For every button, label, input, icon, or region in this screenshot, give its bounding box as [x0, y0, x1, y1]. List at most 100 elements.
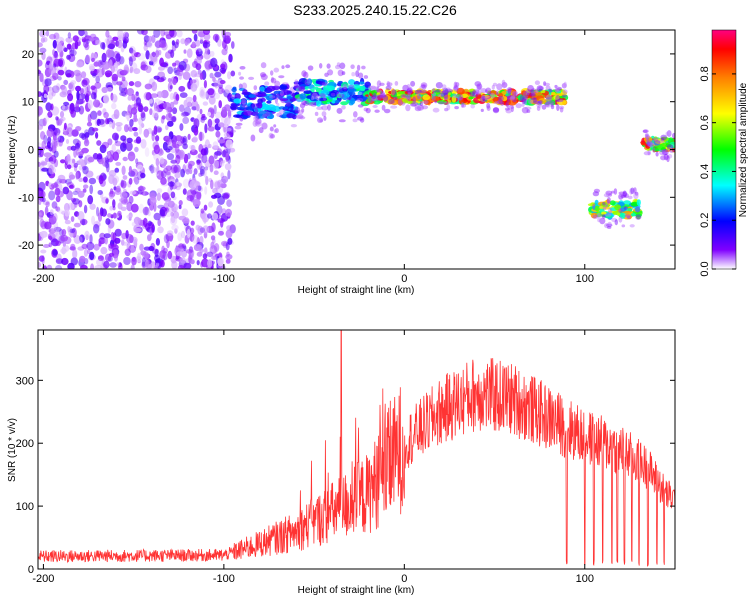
heatmap-blob-1207 — [112, 199, 116, 208]
heatmap-blob-839 — [211, 194, 217, 199]
heatmap-blob-2255 — [512, 97, 517, 103]
heatmap-blob-888 — [170, 164, 178, 174]
heatmap-blob-1284 — [203, 30, 210, 35]
heatmap-blob-1709 — [342, 91, 350, 99]
heatmap-blob-817 — [44, 78, 52, 87]
heatmap-blob-1706 — [298, 78, 308, 84]
heatmap-blob-1529 — [264, 81, 270, 86]
heatmap-blob-127 — [177, 232, 183, 242]
heatmap-blob-1556 — [268, 132, 274, 139]
heatmap-blob-1758 — [311, 92, 318, 100]
heatmap-blob-551 — [138, 104, 144, 113]
heatmap-blob-2235 — [402, 84, 409, 92]
heatmap-blob-683 — [211, 255, 218, 261]
heatmap-blob-696 — [231, 41, 235, 49]
heatmap-blob-363 — [48, 215, 57, 225]
heatmap-blob-1381 — [116, 262, 120, 267]
heatmap-blob-2299 — [492, 107, 500, 114]
heatmap-blob-540 — [153, 125, 158, 135]
heatmap-blob-1540 — [238, 71, 242, 76]
heatmap-blob-1036 — [190, 144, 196, 152]
heatmap-blob-920 — [48, 242, 53, 248]
heatmap-blob-380 — [122, 175, 128, 180]
heatmap-blob-1295 — [230, 70, 236, 77]
heatmap-blob-2598 — [660, 134, 667, 141]
heatmap-blob-2351 — [454, 106, 459, 110]
heatmap-blob-2082 — [432, 96, 440, 102]
heatmap-blob-997 — [83, 248, 89, 257]
heatmap-blob-1297 — [46, 141, 51, 149]
heatmap-blob-1752 — [321, 82, 328, 87]
heatmap-blob-1267 — [120, 191, 128, 199]
heatmap-blob-863 — [59, 111, 65, 118]
heatmap-blob-893 — [202, 225, 210, 234]
y-tick-label-2: 0 — [28, 145, 34, 157]
heatmap-blob-957 — [92, 152, 99, 160]
heatmap-blob-1288 — [114, 254, 118, 262]
heatmap-blob-335 — [55, 137, 62, 143]
heatmap-blob-243 — [143, 106, 149, 112]
heatmap-blob-1156 — [140, 112, 146, 122]
heatmap-blob-1012 — [183, 99, 188, 107]
heatmap-blob-1198 — [65, 155, 71, 165]
heatmap-blob-2508 — [635, 214, 642, 220]
y-tick-label-3: 10 — [22, 97, 34, 109]
heatmap-blob-639 — [210, 241, 215, 249]
heatmap-blob-2237 — [534, 80, 541, 85]
heatmap-blob-618 — [73, 222, 81, 228]
heatmap-blob-2182 — [550, 102, 554, 107]
heatmap-blob-1213 — [53, 52, 59, 59]
heatmap-blob-1339 — [226, 130, 233, 138]
heatmap-blob-2302 — [532, 100, 540, 104]
heatmap-blob-606 — [40, 190, 46, 198]
heatmap-blob-383 — [167, 120, 174, 127]
heatmap-blob-1330 — [159, 157, 165, 165]
heatmap-blob-2193 — [405, 94, 411, 100]
heatmap-blob-2318 — [527, 85, 534, 92]
heatmap-blob-2165 — [532, 91, 543, 96]
heatmap-blob-570 — [64, 178, 72, 185]
heatmap-blob-613 — [86, 121, 93, 127]
heatmap-blob-1386 — [173, 99, 179, 105]
heatmap-blob-1710 — [359, 85, 366, 92]
heatmap-blob-549 — [166, 153, 175, 161]
heatmap-blob-1777 — [350, 64, 355, 69]
heatmap-blob-966 — [126, 137, 133, 143]
heatmap-blob-2485 — [607, 197, 611, 204]
heatmap-blob-1103 — [165, 135, 171, 141]
heatmap-blob-2284 — [561, 83, 567, 89]
heatmap-blob-1617 — [358, 81, 365, 85]
heatmap-blob-2476 — [629, 224, 635, 228]
heatmap-blob-2422 — [602, 206, 611, 210]
heatmap-blob-68 — [93, 243, 100, 251]
heatmap-blob-1111 — [207, 213, 212, 219]
heatmap-blob-677 — [148, 52, 157, 63]
heatmap-blob-1757 — [352, 118, 358, 123]
heatmap-blob-90 — [189, 232, 195, 242]
heatmap-blob-2155 — [404, 90, 414, 95]
heatmap-blob-1312 — [212, 251, 218, 260]
heatmap-blob-845 — [38, 124, 44, 130]
heatmap-blob-697 — [69, 174, 76, 180]
colorbar-tick-label-4: 0.8 — [699, 66, 711, 81]
heatmap-blob-1326 — [43, 152, 52, 158]
heatmap-blob-2372 — [486, 105, 491, 111]
heatmap-blob-646 — [94, 265, 103, 269]
heatmap-blob-740 — [98, 240, 102, 247]
heatmap-blob-1512 — [272, 85, 280, 91]
heatmap-blob-758 — [52, 249, 58, 256]
heatmap-blob-1298 — [171, 40, 175, 46]
heatmap-blob-1314 — [51, 201, 58, 209]
heatmap-blob-2580 — [642, 129, 648, 133]
heatmap-blob-1022 — [199, 36, 204, 44]
heatmap-blob-718 — [38, 146, 42, 156]
heatmap-blob-2124 — [553, 95, 560, 100]
heatmap-blob-1104 — [38, 198, 42, 205]
heatmap-blob-1117 — [55, 195, 61, 203]
heatmap-blob-1748 — [296, 114, 304, 119]
heatmap-blob-2577 — [645, 144, 651, 149]
heatmap-blob-1206 — [156, 165, 160, 175]
heatmap-blob-562 — [210, 235, 216, 241]
heatmap-blob-908 — [52, 39, 57, 49]
heatmap-blob-686 — [97, 110, 102, 116]
